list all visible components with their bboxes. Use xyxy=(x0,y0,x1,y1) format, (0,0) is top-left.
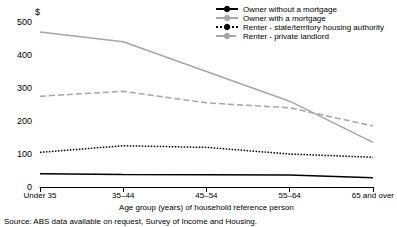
svg-text:55–64: 55–64 xyxy=(279,191,302,200)
svg-text:Age group (years) of household: Age group (years) of household reference… xyxy=(119,203,294,212)
svg-text:Owner without a mortgage: Owner without a mortgage xyxy=(243,5,337,14)
svg-text:Owner with a mortgage: Owner with a mortgage xyxy=(243,14,326,23)
svg-text:65 and over: 65 and over xyxy=(352,191,395,200)
svg-text:100: 100 xyxy=(17,149,32,159)
svg-text:Renter - state/territory housi: Renter - state/territory housing authori… xyxy=(243,23,384,32)
svg-text:500: 500 xyxy=(17,17,32,27)
svg-text:Under 35: Under 35 xyxy=(24,191,57,200)
svg-text:Source: ABS data available on: Source: ABS data available on request, S… xyxy=(4,217,257,226)
svg-text:200: 200 xyxy=(17,116,32,126)
svg-text:0: 0 xyxy=(27,182,32,192)
svg-text:Renter - private landlord: Renter - private landlord xyxy=(243,32,329,41)
svg-text:400: 400 xyxy=(17,50,32,60)
svg-text:300: 300 xyxy=(17,83,32,93)
svg-text:45–54: 45–54 xyxy=(195,191,218,200)
svg-text:35–44: 35–44 xyxy=(112,191,135,200)
svg-text:$: $ xyxy=(35,7,40,17)
